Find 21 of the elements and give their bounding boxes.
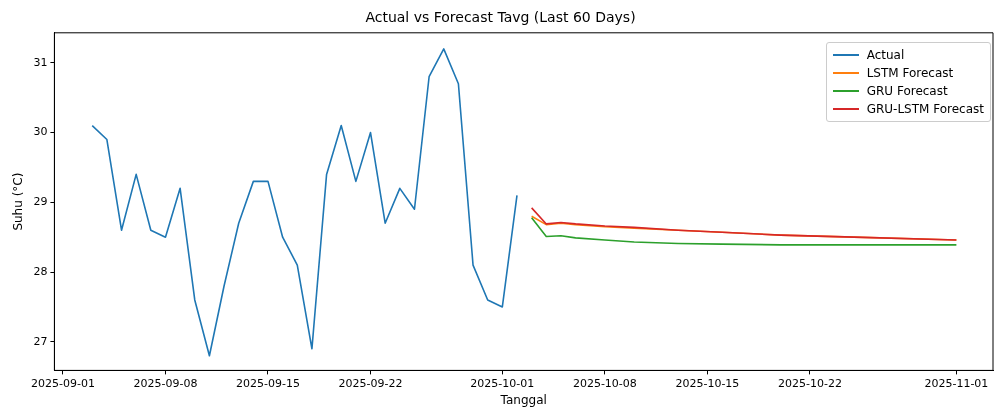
x-tick-label: 2025-10-15 (675, 376, 740, 390)
x-tick-label: 2025-10-08 (572, 376, 637, 390)
x-axis-title: Tanggal (499, 392, 547, 407)
y-tick-label: 27 (33, 334, 48, 348)
legend-label: Actual (866, 48, 905, 62)
x-tick-label: 2025-10-01 (470, 376, 535, 390)
y-tick-label: 30 (33, 125, 48, 139)
y-tick-label: 29 (33, 195, 48, 209)
x-tick-label: 2025-09-01 (30, 376, 95, 390)
legend-label: GRU Forecast (866, 84, 948, 98)
x-tick-label: 2025-10-22 (777, 376, 842, 390)
x-tick-label: 2025-09-22 (338, 376, 403, 390)
legend-label: LSTM Forecast (866, 66, 954, 80)
y-tick-label: 31 (33, 55, 48, 69)
legend-label: GRU-LSTM Forecast (866, 102, 984, 116)
chart-title: Actual vs Forecast Tavg (Last 60 Days) (365, 9, 636, 26)
x-tick-label: 2025-09-08 (133, 376, 198, 390)
y-axis-title: Suhu (°C) (11, 172, 26, 231)
x-tick-label: 2025-11-01 (924, 376, 989, 390)
x-tick-label: 2025-09-15 (236, 376, 300, 390)
y-tick-label: 28 (33, 264, 48, 278)
